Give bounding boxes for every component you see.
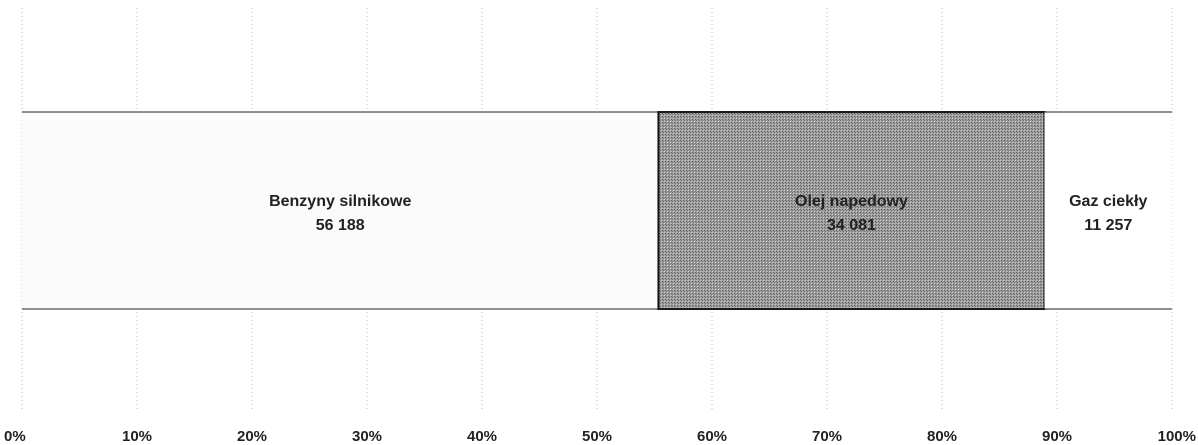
bar-segment-gaz-ciek-y [1044, 112, 1172, 309]
segment-name-label: Gaz ciekły [1069, 193, 1147, 210]
x-tick-label: 90% [1042, 428, 1072, 445]
x-tick-label: 60% [697, 428, 727, 445]
x-axis-tick-labels: 0% 10% 20% 30% 40% 50% 60% 70% 80% 90% 100% [4, 428, 1196, 445]
x-tick-label: 100% [1158, 428, 1196, 445]
stacked-bar [22, 112, 1172, 309]
x-tick-label: 50% [582, 428, 612, 445]
bar-segment-benzyny-silnikowe [22, 112, 658, 309]
segment-name-label: Benzyny silnikowe [269, 193, 411, 210]
segment-value-label: 34 081 [827, 217, 876, 234]
segment-value-label: 56 188 [316, 217, 365, 234]
x-tick-label: 30% [352, 428, 382, 445]
x-tick-label: 80% [927, 428, 957, 445]
bar-segment-olej-napedowy [658, 112, 1044, 309]
x-tick-label: 70% [812, 428, 842, 445]
segment-name-label: Olej napedowy [795, 193, 908, 210]
segment-value-label: 11 257 [1084, 217, 1132, 234]
x-tick-label: 20% [237, 428, 267, 445]
x-tick-label: 40% [467, 428, 497, 445]
x-tick-label: 10% [122, 428, 152, 445]
x-tick-label: 0% [4, 428, 26, 445]
